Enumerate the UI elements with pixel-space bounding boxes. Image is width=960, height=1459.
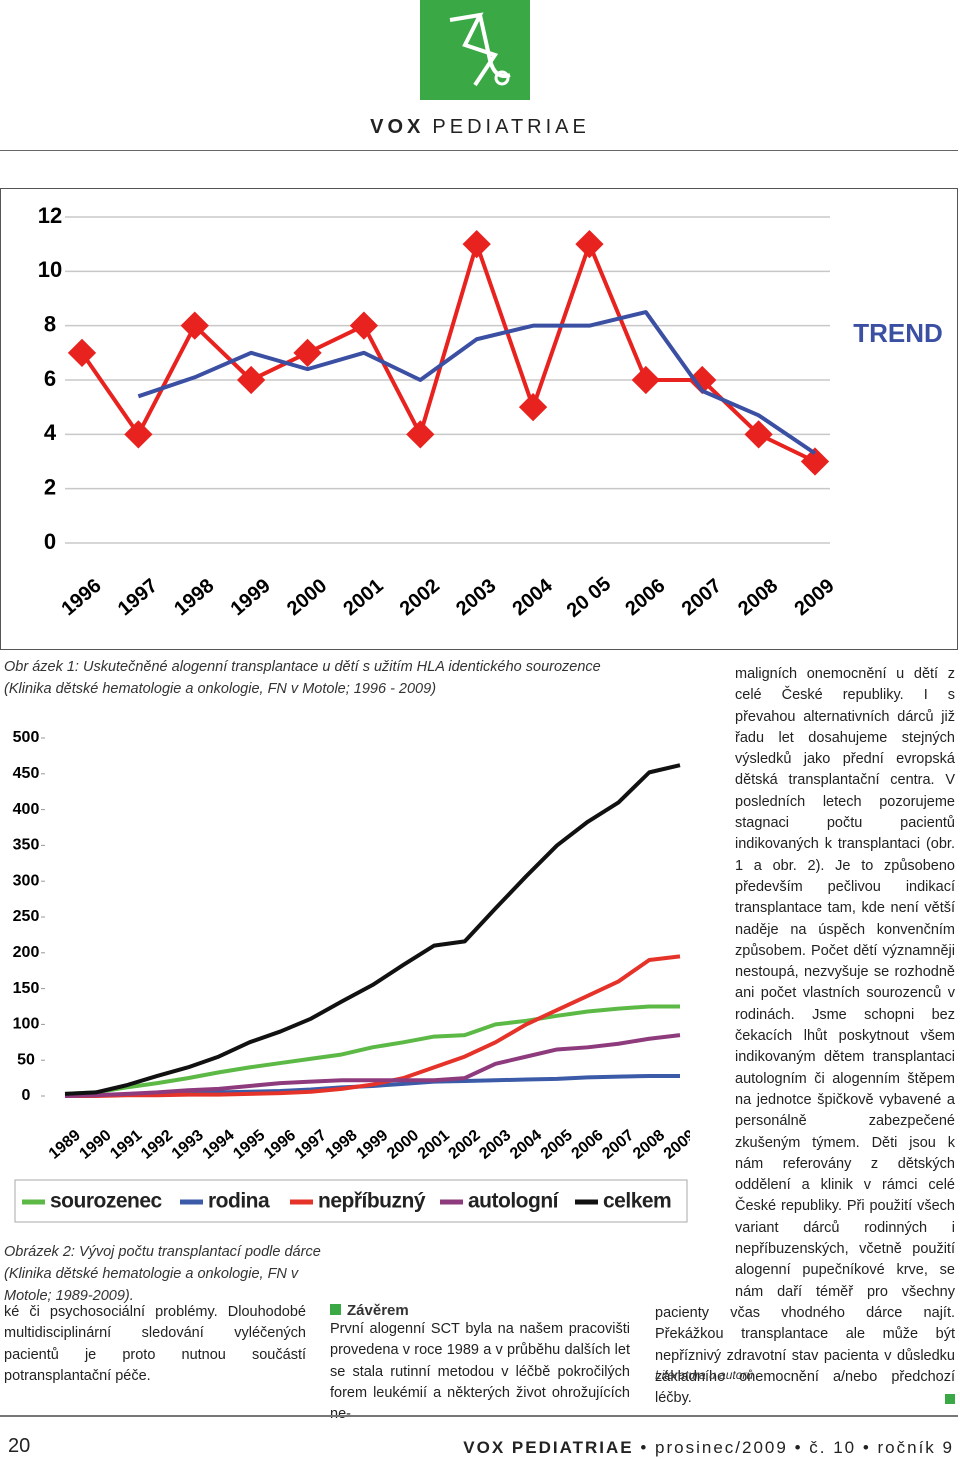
- chart-frame: [0, 188, 958, 650]
- left-column: ké či psychosociální problémy. Dlouhodob…: [4, 1304, 306, 1384]
- diamond-marker: [744, 420, 773, 449]
- line-series: [64, 763, 681, 1096]
- y-tick-label: 150: [13, 980, 40, 997]
- footer-rule: [0, 1415, 958, 1417]
- y-tick-label: 250: [13, 908, 40, 925]
- diamond-marker: [631, 365, 660, 395]
- diamond-marker: [406, 420, 435, 449]
- y-tick-label: 10: [38, 257, 62, 282]
- header-rule: [0, 150, 958, 151]
- right-column: maligních onemocnění u dětí z celé České…: [655, 664, 955, 1409]
- line-series: [137, 310, 817, 456]
- legend-label: nepříbuzný: [318, 1190, 426, 1213]
- y-tick-label: 300: [13, 872, 40, 889]
- footer-text: VOX PEDIATRIAE • prosinec/2009 • č. 10 •…: [463, 1438, 954, 1457]
- caption-2: Obrázek 2: Vývoj počtu transplantací pod…: [4, 1244, 321, 1304]
- y-tick-label: 200: [13, 944, 40, 961]
- legend-label: autologní: [468, 1190, 560, 1213]
- y-tick-label: 100: [13, 1016, 40, 1033]
- middle-column: Závěrem První alogenní SCT byla na našem…: [330, 1302, 630, 1425]
- middle-text: První alogenní SCT byla na našem pracovi…: [330, 1321, 630, 1423]
- diamond-marker: [180, 311, 209, 340]
- line-series: [64, 1004, 680, 1096]
- y-tick-label: 2: [44, 474, 56, 499]
- chart-background: [0, 705, 690, 1227]
- legend-label: rodina: [208, 1190, 270, 1213]
- y-tick-label: 450: [13, 765, 40, 782]
- diamond-marker: [293, 338, 322, 367]
- references: Literatura u autorů: [655, 1368, 754, 1382]
- right-text: maligních onemocnění u dětí z celé České…: [655, 664, 955, 1409]
- footer-date: prosinec/2009: [655, 1438, 788, 1457]
- section-heading: Závěrem: [330, 1302, 630, 1319]
- y-tick-label: 4: [44, 420, 57, 445]
- chart-2: 0501001502002503003504004505001989199019…: [0, 705, 690, 1227]
- diamond-marker: [800, 447, 830, 476]
- diamond-marker: [124, 420, 153, 449]
- y-tick-label: 6: [44, 366, 56, 391]
- line-series: [65, 954, 681, 1098]
- y-tick-label: 350: [13, 837, 40, 854]
- page-number: 20: [8, 1435, 31, 1457]
- diamond-marker: [575, 230, 604, 259]
- footer-volume: ročník 9: [877, 1438, 954, 1457]
- footer-journal: VOX PEDIATRIAE: [463, 1438, 634, 1457]
- logo: [420, 0, 530, 100]
- brand-bold: VOX: [370, 116, 425, 138]
- diamond-marker: [518, 393, 548, 422]
- y-tick-label: 12: [38, 203, 62, 228]
- legend-label: TREND: [853, 318, 943, 348]
- legend-label: sourozenec: [50, 1190, 163, 1213]
- logo-icon: [449, 12, 511, 87]
- y-tick-label: 50: [17, 1051, 35, 1068]
- line-series: [64, 1033, 681, 1098]
- diamond-marker: [67, 338, 97, 367]
- y-tick-label: 500: [13, 729, 40, 746]
- footer-issue: č. 10: [809, 1438, 857, 1457]
- legend-label: celkem: [603, 1190, 671, 1213]
- right-text-body: maligních onemocnění u dětí z celé České…: [655, 666, 955, 1407]
- y-tick-label: 0: [44, 529, 56, 554]
- y-tick-label: 0: [22, 1087, 31, 1104]
- caption-1: Obr ázek 1: Uskutečněné alogenní transpl…: [4, 659, 601, 697]
- y-tick-label: 400: [13, 801, 40, 818]
- end-mark: [945, 1394, 955, 1405]
- y-tick-label: 8: [44, 311, 56, 336]
- brand: VOX PEDIATRIAE: [0, 116, 960, 139]
- brand-light: PEDIATRIAE: [432, 116, 590, 138]
- wrap-spacer: [655, 664, 735, 1288]
- diamond-marker: [688, 365, 717, 395]
